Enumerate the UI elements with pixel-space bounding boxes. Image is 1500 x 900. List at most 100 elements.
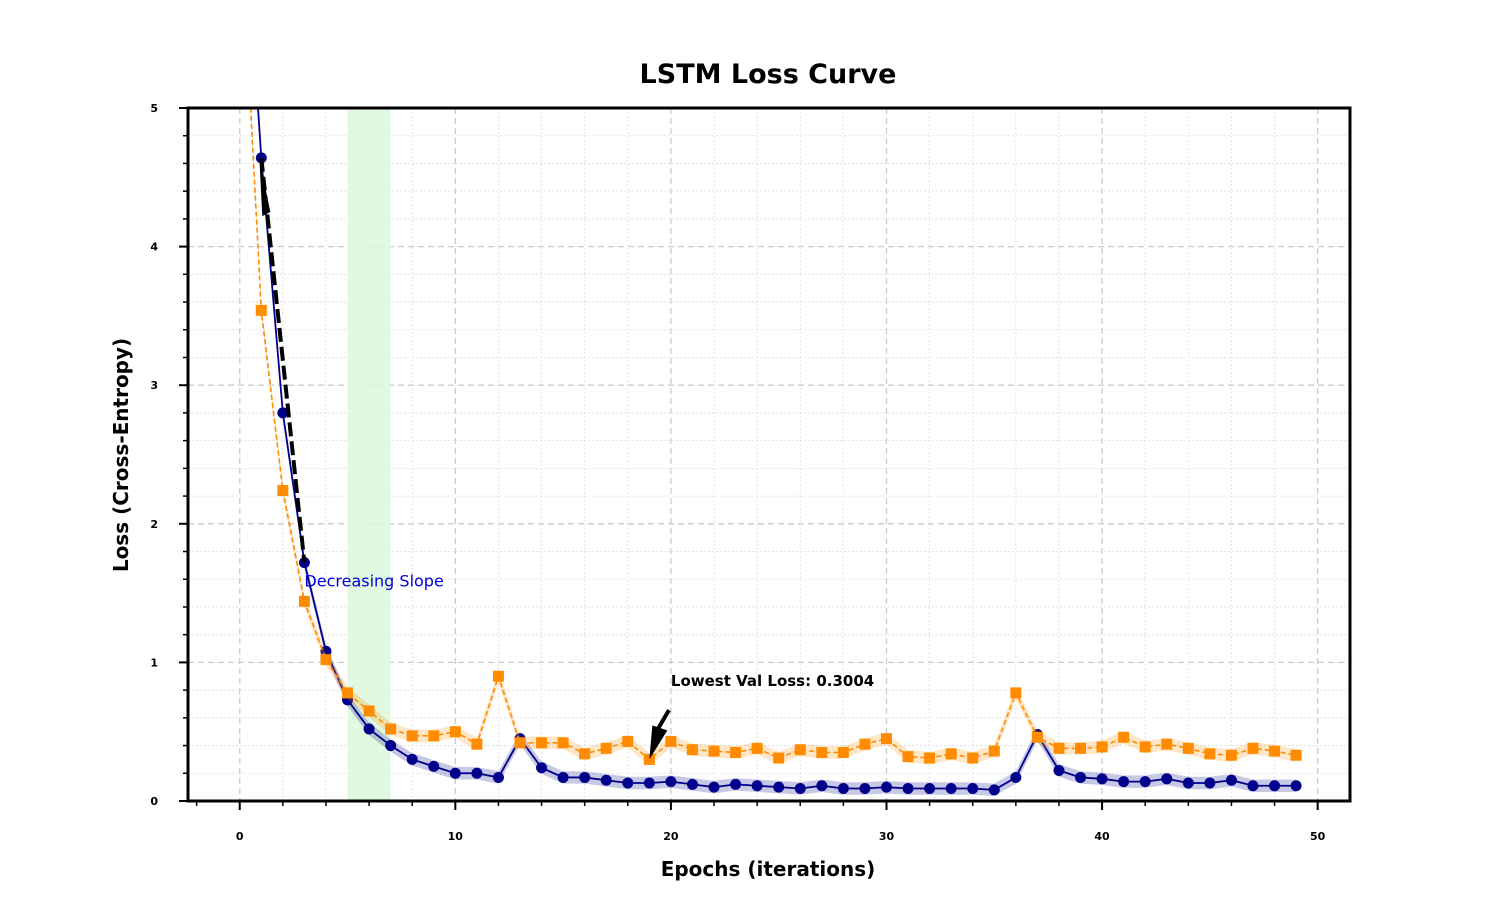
data-point-train xyxy=(1096,773,1108,785)
data-point-val xyxy=(1139,741,1151,753)
data-point-val xyxy=(945,748,957,760)
data-point-val xyxy=(428,730,440,742)
data-point-val xyxy=(859,738,871,750)
slope-annotation: Decreasing Slope xyxy=(304,572,443,591)
data-point-train xyxy=(277,407,289,419)
series-layer xyxy=(249,108,1302,797)
data-point-train xyxy=(730,778,742,790)
x-tick-label: 10 xyxy=(448,830,464,843)
data-point-train xyxy=(665,776,677,788)
plot-frame xyxy=(186,106,1352,803)
data-point-val xyxy=(751,742,763,754)
data-point-val xyxy=(622,735,634,747)
data-point-val xyxy=(686,744,698,756)
data-point-train xyxy=(1269,780,1281,792)
data-point-train xyxy=(1075,771,1087,783)
data-point-val xyxy=(600,742,612,754)
data-point-val xyxy=(1182,742,1194,754)
data-point-val xyxy=(816,746,828,758)
y-axis-label: Loss (Cross-Entropy) xyxy=(109,338,133,572)
annotation-layer: Decreasing Slope Lowest Val Loss: 0.3004 xyxy=(259,157,874,760)
data-point-val xyxy=(708,745,720,757)
data-point-val xyxy=(880,733,892,745)
x-tick-label: 0 xyxy=(236,830,244,843)
data-point-train xyxy=(363,723,375,735)
data-point-train xyxy=(773,781,785,793)
y-tick-label: 3 xyxy=(150,379,158,392)
data-point-val xyxy=(579,748,591,760)
data-point-val xyxy=(1247,742,1259,754)
series-clip-group xyxy=(249,108,1302,797)
data-point-train xyxy=(1118,776,1130,788)
data-point-train xyxy=(622,777,634,789)
data-point-train xyxy=(579,771,591,783)
data-point-train xyxy=(1053,765,1065,777)
data-point-train xyxy=(880,781,892,793)
data-point-val xyxy=(988,745,1000,757)
data-point-train xyxy=(902,783,914,795)
data-point-train xyxy=(751,780,763,792)
x-tick-label: 50 xyxy=(1310,830,1326,843)
data-point-train xyxy=(1182,777,1194,789)
data-point-val xyxy=(1161,738,1173,750)
data-point-train xyxy=(471,767,483,779)
data-point-val xyxy=(1290,749,1302,761)
data-point-train xyxy=(1161,773,1173,785)
data-point-val xyxy=(902,751,914,763)
data-point-train xyxy=(794,783,806,795)
data-point-val xyxy=(1096,741,1108,753)
data-point-val xyxy=(298,595,310,607)
data-point-val xyxy=(1010,687,1022,699)
data-point-train xyxy=(1247,780,1259,792)
data-point-train xyxy=(600,774,612,786)
data-point-val xyxy=(277,485,289,497)
data-point-val xyxy=(385,723,397,735)
data-point-val xyxy=(255,304,267,316)
data-point-train xyxy=(406,753,418,765)
axes-layer: 0 10 20 30 40 50 0 1 2 3 4 5 xyxy=(150,102,1352,843)
slope-arrow-head xyxy=(259,157,271,217)
y-tick-label: 2 xyxy=(150,518,158,531)
data-point-val xyxy=(967,752,979,764)
data-point-val xyxy=(514,737,526,749)
x-tick-label: 30 xyxy=(879,830,895,843)
data-point-train xyxy=(924,783,936,795)
data-point-val xyxy=(449,726,461,738)
data-point-train xyxy=(859,783,871,795)
data-point-train xyxy=(1010,771,1022,783)
data-point-train xyxy=(1139,776,1151,788)
data-point-val xyxy=(342,687,354,699)
y-tick-label: 1 xyxy=(150,656,158,669)
data-point-val xyxy=(406,730,418,742)
data-point-train xyxy=(988,784,1000,796)
data-point-train xyxy=(1225,774,1237,786)
data-point-val xyxy=(471,738,483,750)
data-point-val xyxy=(730,746,742,758)
data-point-train xyxy=(643,777,655,789)
data-point-val xyxy=(1053,742,1065,754)
data-point-val xyxy=(1118,731,1130,743)
min-loss-annotation: Lowest Val Loss: 0.3004 xyxy=(671,672,874,690)
data-point-val xyxy=(363,705,375,717)
data-point-val xyxy=(773,752,785,764)
chart-title: LSTM Loss Curve xyxy=(640,59,897,90)
data-point-train xyxy=(557,771,569,783)
data-point-val xyxy=(794,744,806,756)
y-tick-label: 4 xyxy=(150,241,158,254)
y-tick-label: 0 xyxy=(150,795,158,808)
x-tick-label: 20 xyxy=(663,830,679,843)
slope-arrow xyxy=(259,157,307,563)
data-point-train xyxy=(536,762,548,774)
data-point-train xyxy=(945,783,957,795)
data-point-train xyxy=(492,771,504,783)
data-point-train xyxy=(708,781,720,793)
min-loss-arrow-head xyxy=(649,725,668,760)
data-point-val xyxy=(1269,745,1281,757)
highlight-band-layer xyxy=(347,108,391,801)
data-point-train xyxy=(385,740,397,752)
x-axis-label: Epochs (iterations) xyxy=(661,857,876,881)
data-point-train xyxy=(428,760,440,772)
data-point-val xyxy=(1204,748,1216,760)
data-point-train xyxy=(1290,780,1302,792)
